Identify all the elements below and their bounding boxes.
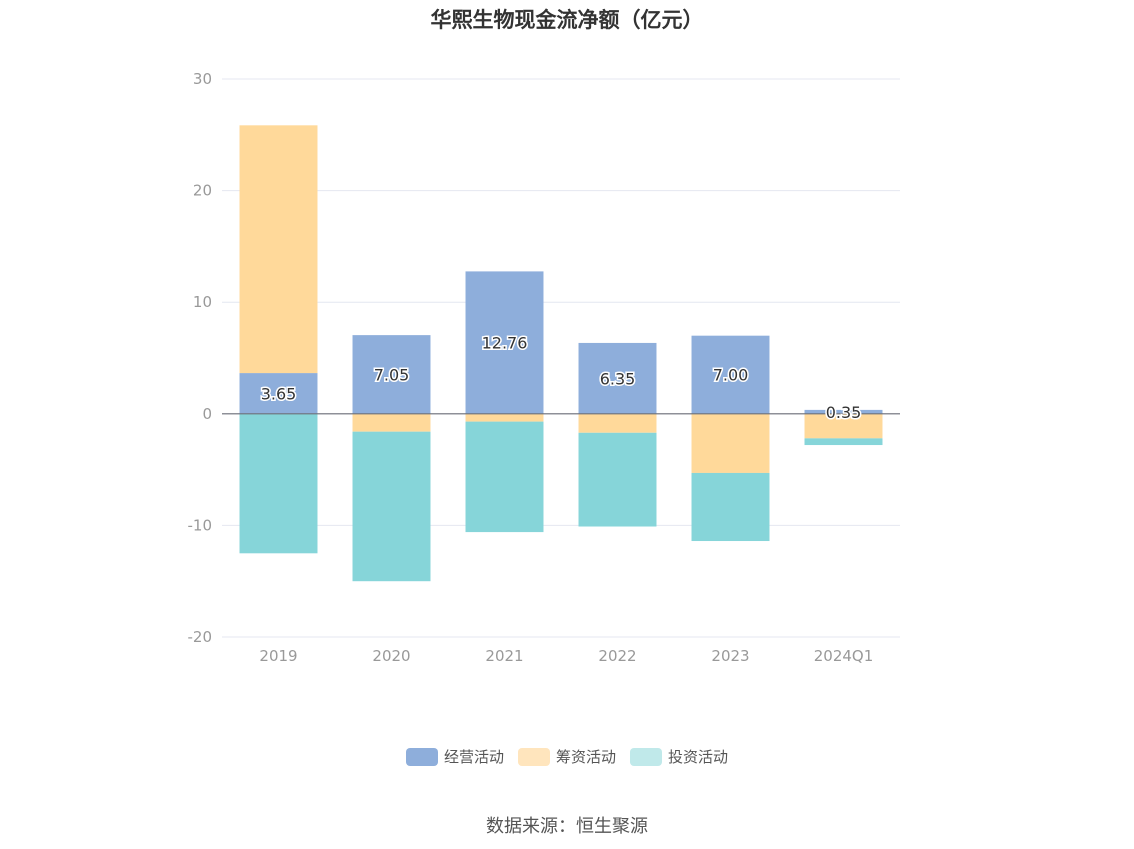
bar-financing bbox=[352, 413, 431, 432]
y-tick-label: -20 bbox=[188, 628, 213, 646]
legend-swatch-investing bbox=[630, 747, 662, 766]
legend-label-financing: 筹资活动 bbox=[555, 748, 616, 766]
bar-investing bbox=[465, 421, 544, 533]
bar-financing bbox=[804, 413, 883, 439]
y-tick-label: -10 bbox=[188, 516, 213, 534]
bar-operating bbox=[239, 373, 318, 414]
bar-financing bbox=[239, 125, 318, 374]
legend-swatch-financing bbox=[517, 747, 550, 766]
bar-investing bbox=[578, 432, 657, 527]
y-tick-label: 0 bbox=[202, 405, 212, 423]
legend: 经营活动 筹资活动 投资活动 bbox=[0, 746, 1134, 767]
bar-investing bbox=[804, 438, 883, 446]
data-label-operating: 7.05 bbox=[374, 365, 410, 384]
data-label-operating: 7.00 bbox=[713, 366, 749, 385]
x-tick-label: 2019 bbox=[259, 647, 297, 665]
x-tick-label: 2020 bbox=[372, 647, 410, 665]
bar-operating bbox=[465, 271, 544, 414]
bar-investing bbox=[239, 413, 318, 554]
data-label-operating: 3.65 bbox=[261, 384, 297, 403]
x-tick-label: 2023 bbox=[711, 647, 749, 665]
bar-financing bbox=[578, 413, 657, 433]
y-tick-label: 10 bbox=[193, 293, 212, 311]
legend-item-investing[interactable]: 投资活动 bbox=[630, 746, 728, 767]
data-label-operating: 6.35 bbox=[600, 369, 636, 388]
data-label-operating: 0.35 bbox=[826, 403, 862, 422]
chart-title: 华熙生物现金流净额（亿元） bbox=[430, 8, 704, 32]
x-tick-label: 2021 bbox=[485, 647, 523, 665]
x-tick-label: 2022 bbox=[598, 647, 636, 665]
legend-swatch-operating bbox=[405, 747, 438, 766]
y-tick-label: 30 bbox=[193, 70, 212, 88]
source-note: 数据来源：恒生聚源 bbox=[486, 816, 648, 837]
bar-investing bbox=[352, 431, 431, 582]
bar-financing bbox=[691, 413, 770, 473]
legend-label-investing: 投资活动 bbox=[668, 748, 729, 766]
bar-investing bbox=[691, 472, 770, 542]
bar-operating bbox=[691, 335, 770, 414]
legend-item-operating[interactable]: 经营活动 bbox=[405, 746, 504, 767]
bar-operating bbox=[578, 342, 657, 414]
bar-financing bbox=[465, 413, 544, 422]
legend-label-operating: 经营活动 bbox=[443, 748, 504, 766]
x-tick-label: 2024Q1 bbox=[814, 647, 874, 665]
bar-operating bbox=[352, 335, 431, 414]
bar-operating bbox=[804, 409, 883, 414]
y-tick-label: 20 bbox=[193, 182, 212, 200]
data-label-operating: 12.76 bbox=[482, 334, 528, 353]
legend-item-financing[interactable]: 筹资活动 bbox=[517, 746, 616, 767]
